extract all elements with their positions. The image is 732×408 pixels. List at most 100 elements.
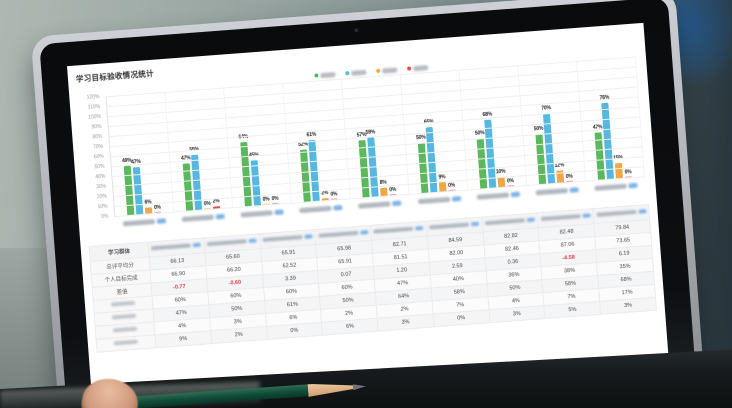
legend-color-dot — [406, 66, 411, 71]
legend-item[interactable] — [406, 65, 428, 71]
bar-value-label: 9% — [438, 174, 446, 181]
y-axis-tick: 100% — [87, 113, 102, 121]
group-name-blurred — [317, 230, 359, 239]
x-axis-label — [174, 210, 234, 222]
chart-bar — [614, 162, 623, 179]
bar-value-label: 0% — [506, 178, 515, 185]
y-axis-tick: 10% — [97, 203, 108, 211]
y-axis-tick: 0% — [100, 213, 109, 221]
pencil-wood — [308, 381, 357, 397]
row-label-blurred — [113, 339, 139, 346]
category-link-blurred[interactable] — [156, 218, 167, 224]
legend-label-blurred — [381, 67, 397, 74]
bar-value-label: 0% — [624, 169, 632, 176]
group-name-blurred — [596, 209, 637, 218]
bar-value-label: 10% — [495, 168, 506, 176]
category-link-blurred[interactable] — [451, 196, 461, 202]
y-axis-tick: 60% — [93, 153, 105, 161]
bar-value-label: 0% — [389, 186, 397, 194]
group-link-blurred[interactable] — [248, 238, 257, 244]
group-link-blurred[interactable] — [359, 229, 369, 235]
x-axis-label — [586, 179, 646, 191]
group-name-blurred — [540, 213, 581, 222]
legend-label-blurred — [319, 72, 336, 78]
bar-value-label: 0% — [203, 200, 211, 208]
category-link-blurred[interactable] — [392, 200, 402, 206]
y-axis-tick: 40% — [95, 173, 106, 181]
category-label-blurred — [476, 192, 509, 200]
legend-item[interactable] — [375, 67, 397, 74]
group-link-blurred[interactable] — [304, 234, 313, 240]
row-label-blurred — [111, 313, 137, 320]
bar-value-label: 0% — [330, 191, 338, 198]
category-label-blurred — [299, 205, 332, 213]
group-link-blurred[interactable] — [526, 217, 535, 223]
y-axis-tick: 70% — [92, 143, 104, 151]
x-axis-label — [350, 197, 410, 209]
bar-value-label: 0% — [447, 182, 456, 189]
laptop: 学习目标验收情况统计 120% 110% 100% 90% 80% 70% 60% 50% 40… — [30, 0, 708, 408]
category-label-blurred — [535, 188, 568, 195]
pencil-tip — [353, 383, 366, 390]
y-axis-tick: 110% — [87, 103, 101, 111]
group-name-blurred — [429, 222, 470, 230]
laptop-bezel: 学习目标验收情况统计 120% 110% 100% 90% 80% 70% 60% 50% 40… — [39, 0, 699, 408]
x-axis-label — [291, 201, 351, 213]
x-axis-label — [115, 215, 175, 227]
webcam-icon — [354, 28, 359, 33]
y-axis-tick: 80% — [92, 133, 103, 141]
category-label-blurred — [417, 196, 450, 204]
legend-label-blurred — [350, 69, 366, 76]
chart-bar — [497, 176, 506, 188]
table-cell: 3% — [488, 305, 546, 323]
category-link-blurred[interactable] — [274, 209, 284, 215]
category-link-blurred[interactable] — [569, 187, 579, 193]
legend-label-blurred — [412, 65, 428, 71]
group-name-blurred — [262, 234, 303, 243]
y-axis-tick: 20% — [96, 193, 108, 201]
bar-value-label: 0% — [153, 204, 162, 212]
bar-value-label: 50% — [533, 125, 544, 133]
category-label-blurred — [358, 201, 391, 209]
table-cell: 0% — [266, 322, 323, 340]
group-name-blurred — [206, 238, 247, 247]
bar-value-label: 50% — [415, 134, 426, 142]
table-cell: 3% — [377, 313, 434, 332]
group-link-blurred[interactable] — [415, 225, 424, 231]
bar-value-label: 59% — [365, 129, 376, 136]
bar-value-label: 0% — [565, 173, 573, 181]
x-axis-label — [409, 192, 469, 204]
category-link-blurred[interactable] — [333, 204, 343, 211]
category-label-blurred — [122, 219, 156, 226]
legend-color-dot — [344, 71, 349, 76]
table-cell: 5% — [544, 301, 601, 319]
bar-value-label: 61% — [306, 131, 317, 139]
legend-item[interactable] — [313, 72, 336, 78]
table-cell: 0% — [432, 309, 490, 327]
y-axis-tick: 120% — [86, 93, 100, 101]
bar-value-label: 70% — [541, 105, 551, 112]
legend-item[interactable] — [344, 69, 366, 76]
group-link-blurred[interactable] — [471, 221, 480, 227]
bar-value-label: 0% — [271, 195, 279, 203]
group-name-blurred — [373, 226, 414, 234]
category-link-blurred[interactable] — [628, 182, 638, 188]
group-link-blurred[interactable] — [637, 208, 647, 215]
category-label-blurred — [240, 210, 273, 218]
group-name-blurred — [484, 218, 525, 226]
category-link-blurred[interactable] — [510, 191, 520, 197]
group-link-blurred[interactable] — [582, 213, 591, 219]
table-cell: 6% — [321, 318, 379, 336]
x-axis-label — [232, 206, 292, 218]
bar-value-label: 50% — [474, 130, 485, 137]
laptop-screen: 学习目标验收情况统计 120% 110% 100% 90% 80% 70% 60% 50% 40… — [67, 22, 669, 400]
plot-area: 49%47%6%0%47%55%0%2%64%45%0%0%52%61%2%0%… — [105, 56, 645, 218]
x-axis-label — [527, 184, 587, 196]
x-axis-label — [468, 188, 528, 200]
table-cell: 2% — [210, 326, 268, 344]
table-cell: 3% — [599, 297, 657, 315]
group-link-blurred[interactable] — [193, 242, 202, 248]
group-name-blurred — [151, 243, 192, 251]
category-link-blurred[interactable] — [215, 213, 226, 219]
